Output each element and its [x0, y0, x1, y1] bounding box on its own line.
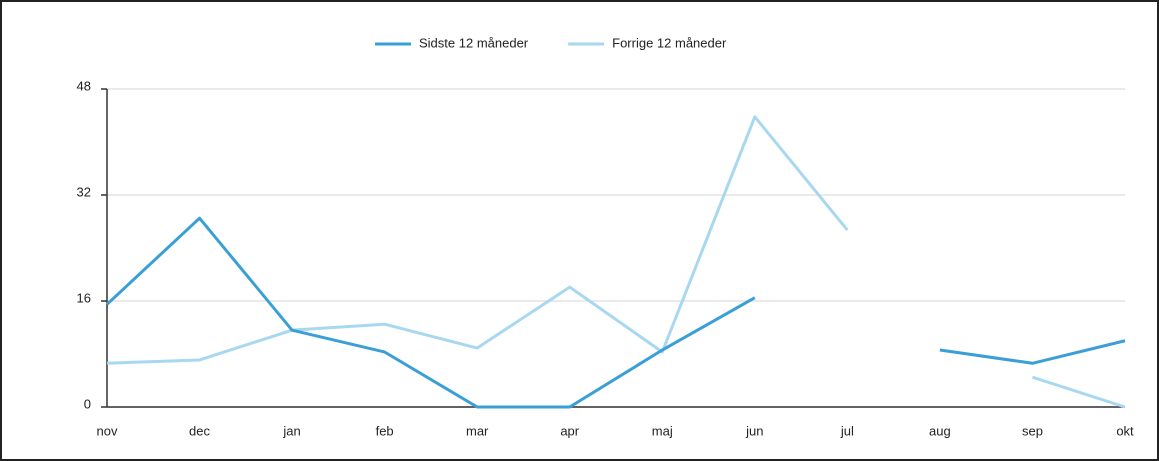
- x-tick-label: apr: [560, 423, 579, 438]
- y-tick-label: 48: [77, 78, 91, 93]
- x-tick-label: maj: [652, 423, 673, 438]
- x-tick-label: sep: [1022, 423, 1043, 438]
- y-tick-label: 0: [84, 396, 91, 411]
- legend-label: Sidste 12 måneder: [419, 35, 529, 50]
- x-tick-label: nov: [97, 423, 118, 438]
- legend-label: Forrige 12 måneder: [612, 35, 727, 50]
- x-tick-label: jul: [840, 423, 854, 438]
- y-tick-label: 16: [77, 290, 91, 305]
- x-tick-label: mar: [466, 423, 489, 438]
- series-line: [106, 115, 1126, 409]
- x-tick-label: dec: [189, 423, 210, 438]
- series-line: [105, 216, 1126, 409]
- x-tick-label: feb: [376, 423, 394, 438]
- y-tick-label: 32: [77, 184, 91, 199]
- x-tick-label: jan: [282, 423, 300, 438]
- x-tick-label: jun: [745, 423, 763, 438]
- x-tick-label: aug: [929, 423, 951, 438]
- x-tick-label: okt: [1116, 423, 1134, 438]
